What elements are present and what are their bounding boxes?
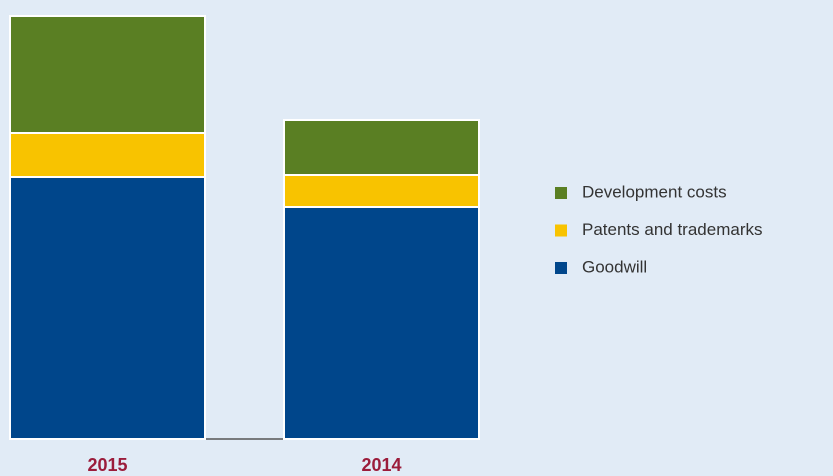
x-tick-label: 2015 [87,455,127,475]
x-tick-label: 2014 [361,455,401,475]
legend-swatch [555,262,567,274]
bar-segment [283,206,480,440]
legend-label: Goodwill [582,257,647,276]
bar-segment [9,15,206,134]
legend-label: Patents and trademarks [582,220,762,239]
legend-swatch [555,224,567,237]
bar-segment [9,176,206,440]
legend-label: Development costs [582,182,727,201]
bar-segment [9,132,206,178]
legend-swatch [555,187,567,199]
bar-segment [283,119,480,176]
bar-segment [283,174,480,208]
